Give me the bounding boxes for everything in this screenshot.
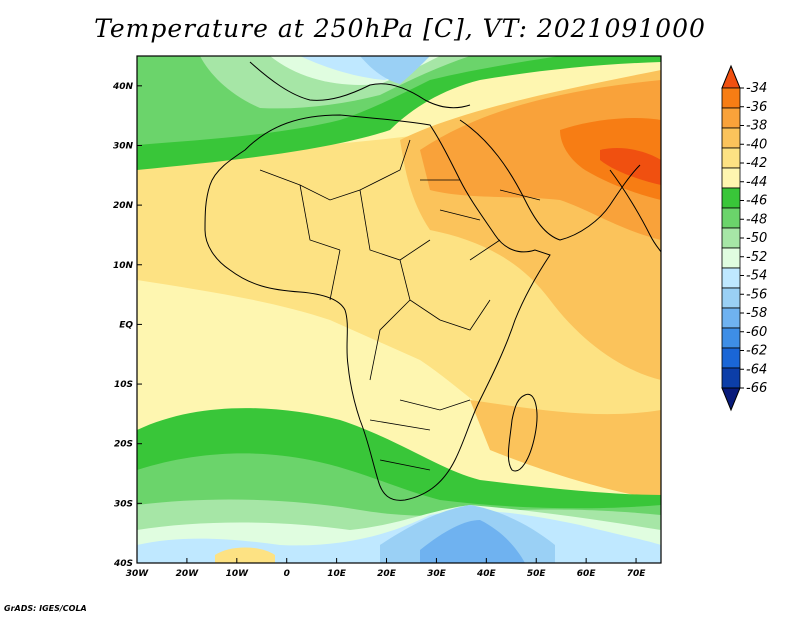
colorbar-bottom-arrow	[721, 387, 741, 412]
colorbar-swatch	[721, 367, 741, 389]
colorbar-label: -50	[746, 231, 767, 246]
colorbar-label: -46	[746, 194, 767, 209]
colorbar-swatch	[721, 207, 741, 229]
colorbar-swatch	[721, 267, 741, 289]
temperature-field	[137, 56, 661, 563]
colorbar-label: -56	[746, 287, 767, 302]
colorbar: -34 -36 -38 -40 -42 -44 -46 -48 -50 -52 -54 -56 -58 -…	[721, 64, 767, 412]
lat-label: 20N	[113, 201, 134, 211]
colorbar-swatch	[721, 327, 741, 349]
colorbar-label: -44	[746, 175, 767, 190]
field-north-56	[360, 56, 430, 84]
colorbar-swatch	[721, 87, 741, 109]
colorbar-label: -38	[746, 119, 767, 134]
grads-credit: GrADS: IGES/COLA	[4, 604, 87, 613]
lon-label: 10W	[226, 569, 250, 579]
lon-label: 40E	[476, 569, 497, 579]
colorbar-swatch	[721, 227, 741, 249]
colorbar-label: -58	[746, 306, 767, 321]
lon-label: 30W	[126, 569, 150, 579]
colorbar-swatch	[721, 247, 741, 269]
colorbar-swatch	[721, 347, 741, 369]
coastlines	[204, 61, 661, 501]
lon-label: 70E	[627, 569, 647, 579]
europe-coast	[249, 61, 471, 109]
colorbar-label: -64	[746, 362, 767, 377]
lat-label: 20S	[114, 440, 133, 450]
madagascar	[507, 393, 538, 472]
map-frame	[136, 55, 662, 564]
colorbar-label: -42	[746, 156, 767, 171]
lon-label: 20E	[377, 569, 397, 579]
field-south-58	[420, 520, 525, 563]
lat-label: 10N	[113, 261, 134, 271]
colorbar-label: -48	[746, 212, 767, 227]
colorbar-swatch	[721, 307, 741, 329]
field-band-38	[420, 80, 661, 240]
field-south-patch	[215, 547, 275, 563]
lon-label: 50E	[527, 569, 547, 579]
colorbar-label: -52	[746, 250, 767, 265]
lat-label: 40N	[112, 82, 134, 92]
lon-label: 60E	[577, 569, 597, 579]
colorbar-label: -40	[746, 137, 767, 152]
india-coast	[609, 169, 661, 253]
colorbar-swatch	[721, 107, 741, 129]
lat-label: 30N	[113, 141, 134, 151]
colorbar-label: -36	[746, 100, 767, 115]
colorbar-swatch	[721, 127, 741, 149]
field-band-34	[600, 148, 661, 185]
arabia-coast	[459, 119, 641, 241]
colorbar-swatch	[721, 187, 741, 209]
lat-label: EQ	[119, 320, 133, 330]
lat-label: 30S	[114, 499, 133, 509]
lon-label: 0	[284, 569, 290, 579]
borders	[259, 139, 541, 471]
colorbar-label: -34	[746, 81, 767, 96]
field-band-40b	[470, 400, 661, 500]
colorbar-swatch	[721, 147, 741, 169]
colorbar-label: -60	[746, 325, 767, 340]
colorbar-label: -62	[746, 344, 767, 359]
lat-label: 10S	[114, 380, 133, 390]
colorbar-label: -54	[746, 269, 767, 284]
map-title: Temperature at 250hPa [C], VT: 202109100…	[94, 14, 706, 43]
colorbar-swatch	[721, 167, 741, 189]
africa-coast	[204, 114, 551, 501]
colorbar-top-arrow	[721, 64, 741, 89]
lat-label: 40S	[113, 559, 133, 569]
colorbar-label: -66	[746, 381, 767, 396]
lon-label: 20W	[176, 569, 200, 579]
colorbar-swatch	[721, 287, 741, 309]
lon-label: 30E	[427, 569, 447, 579]
lon-label: 10E	[327, 569, 347, 579]
